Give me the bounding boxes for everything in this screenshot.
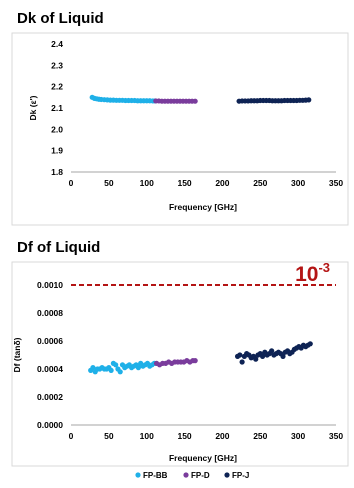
df-point-fp-bb <box>113 362 119 368</box>
df-x-tick-label: 250 <box>253 431 267 441</box>
df-x-tick-label: 150 <box>177 431 191 441</box>
df-point-fp-j <box>280 353 286 359</box>
dk-y-ticks: 1.8 1.9 2.0 2.1 2.2 2.3 2.4 <box>51 39 63 177</box>
df-point-fp-j <box>237 352 243 358</box>
df-y-tick-label: 0.0010 <box>37 280 63 290</box>
dk-point-fp-d <box>192 98 198 104</box>
dk-y-tick-label: 2.0 <box>51 124 63 134</box>
df-y-tick-label: 0.0008 <box>37 308 63 318</box>
dk-x-tick-label: 100 <box>140 178 154 188</box>
df-chart-title: Df of Liquid <box>17 239 100 256</box>
legend-marker <box>135 472 141 478</box>
dk-x-ticks: 0 50 100 150 200 250 300 350 <box>69 178 344 188</box>
df-x-ticks: 0 50 100 150 200 250 300 350 <box>69 431 344 441</box>
dk-y-tick-label: 1.8 <box>51 167 63 177</box>
df-y-tick-label: 0.0006 <box>37 336 63 346</box>
legend-marker <box>183 472 189 478</box>
dk-chart: Dk of Liquid Frequency [GHz] Dk (ε') 1.8… <box>11 10 349 226</box>
df-point-fp-j <box>259 353 266 359</box>
dk-y-tick-label: 2.2 <box>51 82 63 92</box>
dk-x-axis-label: Frequency [GHz] <box>169 202 237 212</box>
dk-chart-title: Dk of Liquid <box>17 10 104 27</box>
dk-chart-frame <box>11 32 349 226</box>
dk-x-tick-label: 200 <box>215 178 229 188</box>
df-x-tick-label: 200 <box>215 431 229 441</box>
df-point-fp-bb <box>90 365 96 371</box>
dk-x-tick-label: 50 <box>104 178 114 188</box>
df-y-tick-label: 0.0004 <box>37 364 63 374</box>
legend-label: FP-BB <box>143 471 168 480</box>
dk-y-tick-label: 2.1 <box>51 103 63 113</box>
dk-y-tick-label: 2.3 <box>51 60 63 70</box>
df-data-points <box>88 341 313 375</box>
legend: FP-BB FP-D FP-J <box>135 471 249 480</box>
legend-label: FP-J <box>232 471 249 480</box>
df-y-ticks: 0.0000 0.0002 0.0004 0.0006 0.0008 0.0010 <box>37 280 63 430</box>
df-point-fp-bb <box>117 369 123 375</box>
df-point-fp-j <box>307 341 313 347</box>
df-point-fp-d <box>192 358 198 364</box>
dk-y-tick-label: 1.9 <box>51 146 63 156</box>
df-point-fp-bb <box>135 365 141 371</box>
df-chart-frame <box>11 261 349 467</box>
dk-y-axis-label: Dk (ε') <box>28 95 38 120</box>
df-point-fp-j <box>239 359 245 365</box>
df-y-axis-label: Df (tanδ) <box>12 337 22 372</box>
df-chart: Df of Liquid Frequency [GHz] Df (tanδ) 0… <box>11 239 349 467</box>
dk-point-fp-j <box>306 97 312 103</box>
df-y-tick-label: 0.0002 <box>37 392 63 402</box>
df-x-tick-label: 350 <box>329 431 343 441</box>
dk-x-tick-label: 300 <box>291 178 305 188</box>
dk-data-points <box>89 94 312 104</box>
df-y-tick-label: 0.0000 <box>37 420 63 430</box>
df-x-tick-label: 50 <box>104 431 114 441</box>
reference-label-exponent: -3 <box>318 260 330 275</box>
df-x-axis-label: Frequency [GHz] <box>169 453 237 463</box>
reference-line-label: 10-3 <box>295 260 330 286</box>
dk-x-tick-label: 150 <box>177 178 191 188</box>
dk-y-tick-label: 2.4 <box>51 39 63 49</box>
df-point-fp-j <box>269 348 275 354</box>
df-point-fp-bb <box>108 367 114 373</box>
df-x-tick-label: 0 <box>69 431 74 441</box>
dk-x-tick-label: 0 <box>69 178 74 188</box>
df-x-tick-label: 100 <box>140 431 154 441</box>
dk-x-tick-label: 350 <box>329 178 343 188</box>
dk-x-tick-label: 250 <box>253 178 267 188</box>
legend-label: FP-D <box>191 471 210 480</box>
df-point-fp-j <box>253 356 259 362</box>
reference-label-base: 10 <box>295 263 318 286</box>
legend-marker <box>224 472 230 478</box>
df-x-tick-label: 300 <box>291 431 305 441</box>
